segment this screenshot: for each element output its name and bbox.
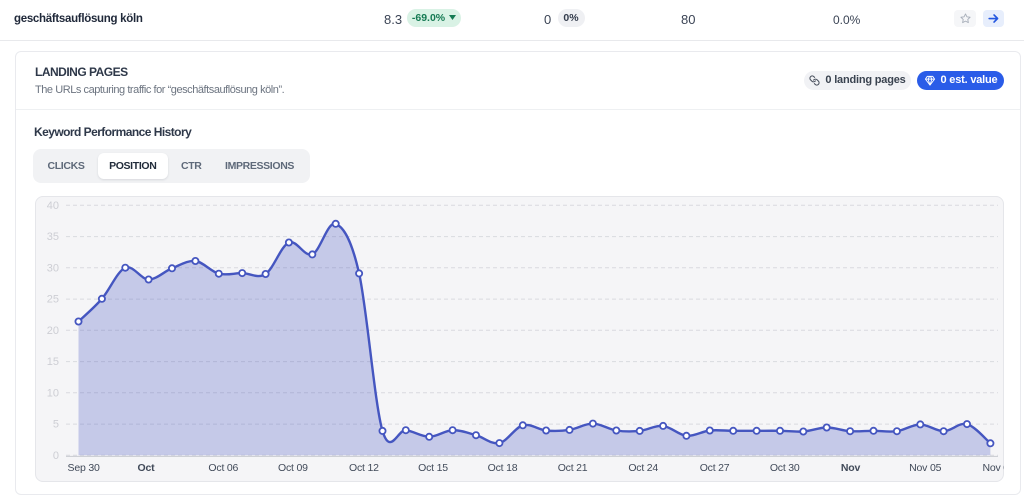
svg-text:5: 5 bbox=[53, 419, 59, 431]
svg-text:Oct 24: Oct 24 bbox=[628, 462, 658, 474]
svg-text:Sep 30: Sep 30 bbox=[68, 462, 100, 474]
svg-text:Oct: Oct bbox=[138, 462, 156, 474]
svg-text:15: 15 bbox=[47, 356, 59, 368]
svg-text:Oct 21: Oct 21 bbox=[558, 462, 588, 474]
svg-text:25: 25 bbox=[47, 294, 59, 306]
svg-text:Oct 09: Oct 09 bbox=[278, 462, 308, 474]
svg-text:Oct 12: Oct 12 bbox=[349, 462, 379, 474]
svg-text:Oct 18: Oct 18 bbox=[488, 462, 518, 474]
svg-text:10: 10 bbox=[47, 387, 59, 399]
svg-text:0: 0 bbox=[53, 450, 59, 462]
svg-text:Oct 15: Oct 15 bbox=[418, 462, 448, 474]
svg-text:35: 35 bbox=[47, 231, 59, 243]
svg-text:30: 30 bbox=[47, 262, 59, 274]
svg-text:Nov 05: Nov 05 bbox=[909, 462, 941, 474]
svg-text:Oct 27: Oct 27 bbox=[700, 462, 730, 474]
svg-text:Oct 30: Oct 30 bbox=[770, 462, 800, 474]
svg-text:Oct 06: Oct 06 bbox=[208, 462, 238, 474]
svg-text:Nov: Nov bbox=[841, 462, 861, 474]
svg-text:20: 20 bbox=[47, 325, 59, 337]
svg-text:40: 40 bbox=[47, 200, 59, 212]
svg-text:Nov 08: Nov 08 bbox=[982, 462, 1004, 474]
